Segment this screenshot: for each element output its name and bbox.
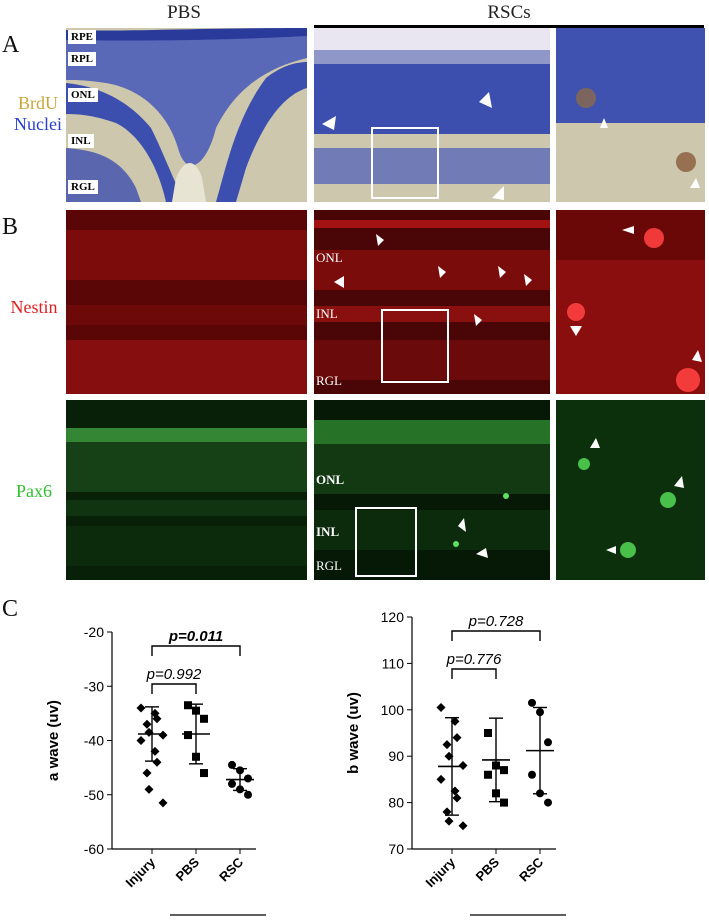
b-wave-point-2-2 [544,738,552,747]
label-nestin: Nestin [10,297,58,317]
b-wave-point-0-10 [444,816,454,826]
b-wave-point-0-1 [450,716,460,726]
b-wave-ytick-label-4: 110 [382,655,405,671]
layer-tag-inl: INL [68,134,94,148]
layer-tag-rgl: RGL [68,180,98,194]
a-wave-point-0-3 [142,719,152,729]
a-wave-point-0-5 [158,730,168,740]
b-wave-point-0-9 [442,807,452,817]
b-wave-point-0-6 [436,774,446,784]
micrograph-nestin-pbs [66,210,307,394]
b-wave-ytick-label-2: 90 [388,748,404,764]
b-wave-point-1-5 [500,798,508,807]
a-wave-ytick-label-0: -60 [84,841,104,857]
panel-c-charts: -60-50-40-30-20a wave (uv)InjuryPBSRSCPo… [45,609,566,916]
a-wave-point-1-2 [200,714,208,723]
b-wave-point-0-7 [450,786,460,796]
a-wave-pvalue-0: p=0.992 [146,666,202,683]
column-header-rscs: RSCs [487,2,531,23]
a-wave-point-2-2 [244,774,252,783]
b-wave-point-0-8 [452,793,462,803]
label-pax6: Pax6 [16,481,52,501]
a-wave-point-0-0 [136,703,146,713]
a-wave-ytick-label-2: -40 [84,733,104,749]
a-wave-ytick-label-1: -50 [84,787,104,803]
pax6-layer-inl: INL [316,524,340,539]
a-wave-pvalue-1: p=0.011 [168,628,223,645]
b-wave-pvalue-0: p=0.776 [446,651,502,668]
layer-tag-rpe: RPE [68,30,96,44]
a-wave-point-0-2 [152,714,162,724]
a-wave-ytick-label-3: -30 [84,678,104,694]
micrograph-pax6-rscs-zoom [556,400,705,580]
a-wave-point-1-3 [184,731,192,740]
b-wave-ytick-label-0: 70 [388,841,404,857]
a-wave-ytick-label-4: -20 [84,624,104,640]
b-wave-pvalue-1: p=0.728 [468,613,524,630]
b-wave-bracket-0 [451,668,497,679]
a-wave-point-1-0 [184,701,192,710]
b-wave-ytick-label-1: 80 [388,795,404,811]
a-wave-point-1-5 [200,769,208,778]
b-wave-point-0-4 [444,751,454,761]
b-wave-point-0-5 [458,760,468,770]
a-wave-point-0-9 [142,768,152,778]
micrograph-brdu-pbs: RPE RPL ONL INL RGL [66,28,307,202]
column-header-pbs: PBS [167,2,201,23]
rscs-header-bar [314,25,704,28]
b-wave-point-1-3 [484,770,492,779]
a-wave-category-0: Injury [122,854,158,890]
b-wave-category-2: RSC [516,854,546,884]
b-wave-point-1-0 [484,729,492,737]
a-wave-point-2-3 [228,779,236,788]
panel-label-b: B [2,214,19,240]
b-wave-ytick-label-3: 100 [381,702,405,718]
layer-tag-onl: ONL [68,88,98,102]
a-wave-ylabel: a wave (uv) [45,700,62,781]
b-wave-category-1: PBS [473,854,503,884]
a-wave-point-0-6 [136,736,146,745]
micrograph-brdu-rscs [314,28,550,202]
label-nuclei: Nuclei [14,114,62,134]
a-wave-point-0-8 [152,757,162,767]
nestin-layer-onl: ONL [316,250,343,265]
pax6-layer-rgl: RGL [316,558,342,573]
b-wave-bracket-1 [451,630,541,641]
micrograph-brdu-rscs-zoom [556,28,705,202]
b-wave-ylabel: b wave (uv) [345,692,362,774]
panel-label-c: C [2,596,19,622]
nestin-layer-rgl: RGL [316,373,342,388]
chart-a-wave: -60-50-40-30-20a wave (uv)InjuryPBSRSCPo… [45,624,266,916]
a-wave-category-2: RSC [216,854,246,884]
b-wave-category-0: Injury [422,854,458,890]
b-wave-point-1-2 [500,766,508,775]
b-wave-point-2-3 [528,770,536,779]
a-wave-bracket-0 [151,683,197,694]
b-wave-point-2-0 [528,698,536,707]
nestin-layer-inl: INL [316,306,338,321]
b-wave-point-0-11 [458,821,468,831]
a-wave-bracket-1 [151,645,241,656]
micrograph-nestin-rscs-zoom [556,210,705,394]
a-wave-point-0-10 [144,784,154,794]
b-wave-point-0-0 [436,702,446,712]
b-wave-point-0-2 [452,733,462,743]
b-wave-point-0-3 [442,740,452,750]
panel-label-a: A [2,32,20,58]
micrograph-pax6-pbs [66,400,307,580]
a-wave-category-1: PBS [173,854,203,884]
micrograph-nestin-rscs: ONL INL RGL [314,210,550,394]
a-wave-point-0-7 [150,746,160,756]
layer-tag-rpl: RPL [68,52,96,66]
b-wave-point-2-5 [544,798,552,807]
pax6-layer-onl: ONL [316,472,345,487]
label-brdu: BrdU [18,93,58,113]
micrograph-pax6-rscs: ONL INL RGL [314,400,550,580]
b-wave-ytick-label-5: 120 [381,609,405,625]
a-wave-point-2-0 [228,760,236,769]
a-wave-point-2-5 [244,790,252,799]
a-wave-point-0-11 [158,798,168,808]
